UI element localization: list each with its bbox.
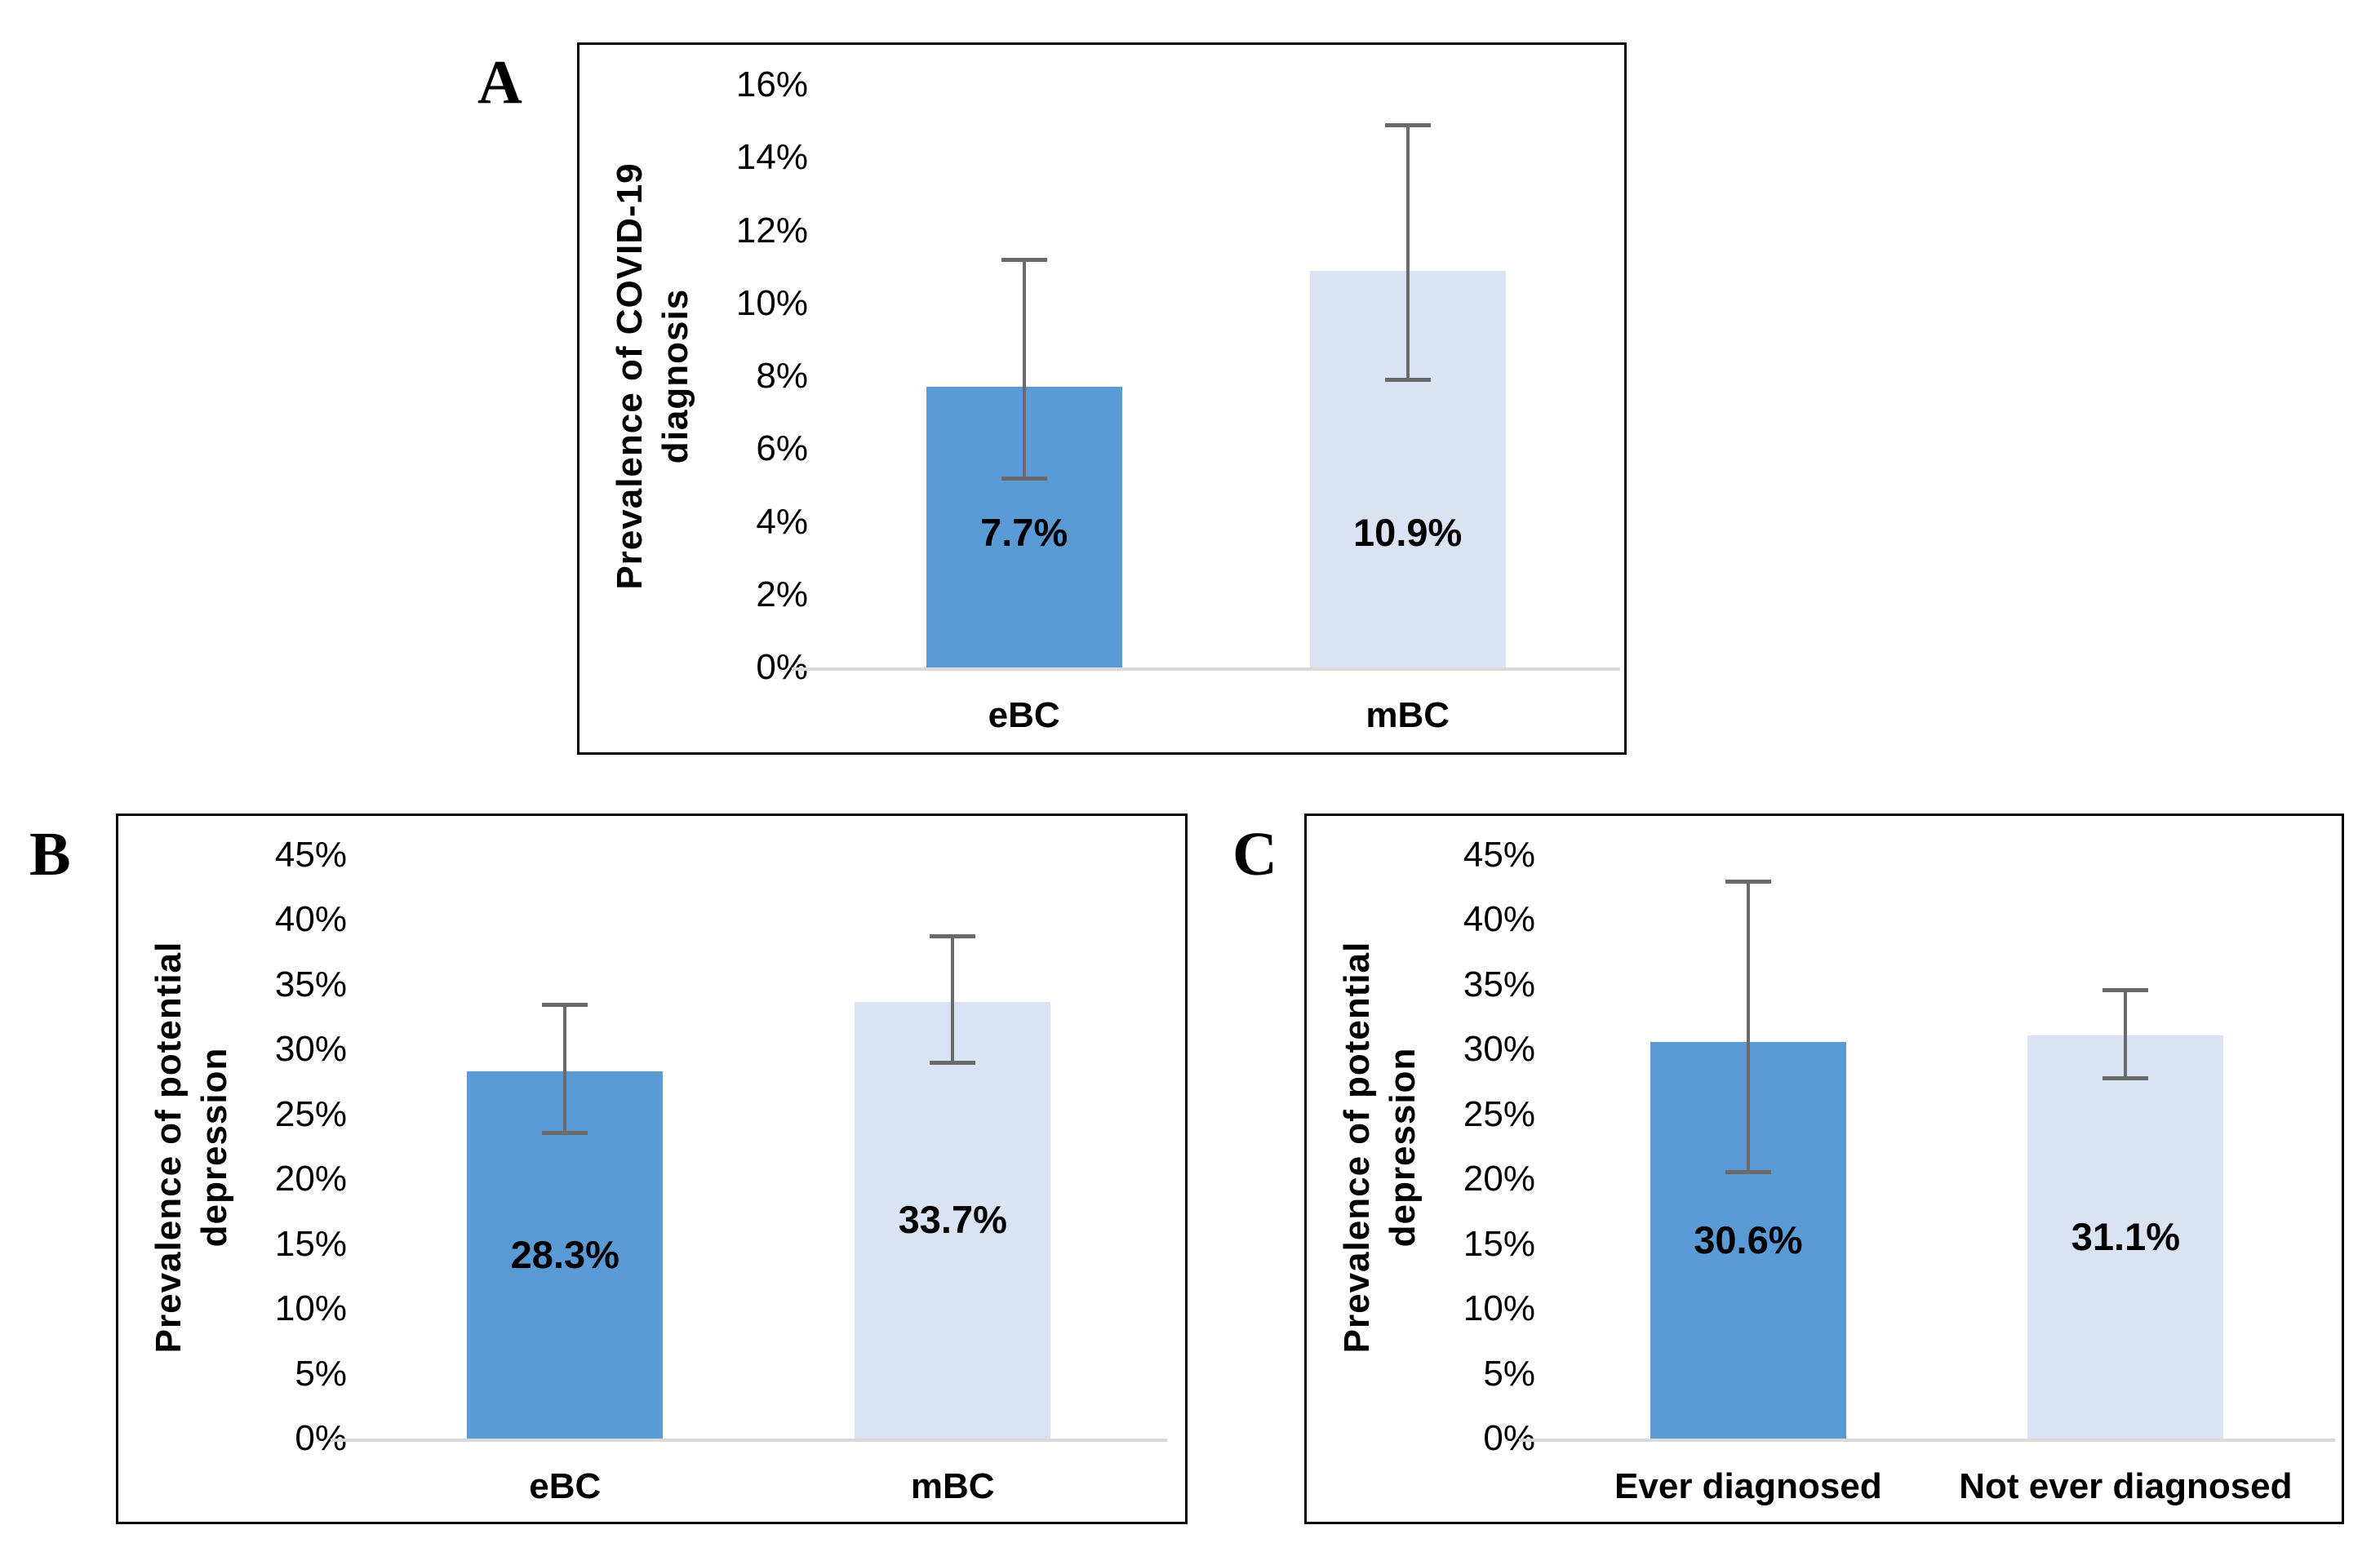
panel-c-chart: Prevalence of potential depression 0% 5% 1…: [1304, 814, 2344, 1524]
y-tick-label: 30%: [274, 1029, 347, 1070]
y-tick-label: 10%: [1463, 1288, 1535, 1329]
error-bar-line: [2124, 990, 2128, 1079]
error-bar-cap-top: [1001, 258, 1047, 263]
y-tick-label: 45%: [274, 835, 347, 875]
error-bar-cap-bottom: [1725, 1169, 1771, 1174]
error-bar-cap-bottom: [1001, 476, 1047, 481]
category-label: eBC: [529, 1466, 602, 1506]
y-tick-label: 12%: [735, 210, 808, 250]
y-tick-label: 25%: [274, 1093, 347, 1134]
plot-area: 0% 5% 10% 15% 20% 25% 30% 35% 40% 45% 28.3% eBC 33.7…: [118, 816, 1185, 1522]
error-bar-cap-top: [2102, 988, 2149, 993]
panel-label-b: B: [29, 820, 71, 889]
error-bar-line: [951, 935, 955, 1063]
y-tick-label: 40%: [1463, 899, 1535, 940]
y-tick-label: 20%: [1463, 1159, 1535, 1199]
y-tick-label: 6%: [756, 428, 808, 469]
panel-a-chart: Prevalence of COVID-19 diagnosis 0% 2% 4% 6…: [577, 42, 1627, 755]
bar-data-label: 10.9%: [1353, 510, 1463, 554]
plot-area: 0% 2% 4% 6% 8% 10% 12% 14% 16% 7.7% eBC 10.9% mBC: [579, 45, 1624, 752]
error-bar-cap-top: [542, 1002, 588, 1007]
y-tick-label: 8%: [756, 356, 808, 396]
y-tick-label: 2%: [756, 574, 808, 614]
y-tick-label: 15%: [1463, 1223, 1535, 1264]
error-bar-cap-top: [1725, 879, 1771, 884]
error-bar-line: [563, 1004, 567, 1133]
y-tick-label: 35%: [1463, 964, 1535, 1004]
error-bar-line: [1746, 880, 1750, 1172]
error-bar-cap-top: [930, 933, 976, 938]
y-tick-label: 0%: [756, 647, 808, 687]
y-tick-label: 30%: [1463, 1029, 1535, 1070]
y-tick-label: 4%: [756, 501, 808, 542]
x-axis-line: [1519, 1439, 2335, 1442]
error-bar-cap-top: [1384, 123, 1431, 128]
bar-data-label: 33.7%: [898, 1198, 1007, 1242]
category-label: eBC: [988, 695, 1060, 735]
bar: [855, 1001, 1051, 1439]
bar: [2027, 1035, 2224, 1439]
error-bar-cap-bottom: [930, 1061, 976, 1066]
y-tick-label: 25%: [1463, 1093, 1535, 1134]
y-tick-label: 45%: [1463, 835, 1535, 875]
y-tick-label: 0%: [1483, 1418, 1535, 1458]
y-tick-label: 14%: [735, 137, 808, 178]
category-label: mBC: [1365, 695, 1450, 735]
y-tick-label: 20%: [274, 1159, 347, 1199]
plot-area: 0% 5% 10% 15% 20% 25% 30% 35% 40% 45% 30.6% Ever di…: [1307, 816, 2342, 1522]
y-tick-label: 0%: [295, 1418, 347, 1458]
y-tick-label: 40%: [274, 899, 347, 940]
error-bar-line: [1405, 125, 1410, 380]
category-label: Ever diagnosed: [1614, 1466, 1882, 1506]
panel-label-a: A: [477, 48, 522, 117]
error-bar-cap-bottom: [1384, 378, 1431, 383]
error-bar-line: [1022, 259, 1026, 478]
panel-b-chart: Prevalence of potential depression 0% 5% 1…: [116, 814, 1188, 1524]
x-axis-line: [331, 1439, 1167, 1442]
bar-data-label: 30.6%: [1694, 1217, 1803, 1261]
x-axis-line: [792, 667, 1620, 671]
bar-data-label: 31.1%: [2071, 1214, 2181, 1258]
category-label: Not ever diagnosed: [1959, 1466, 2293, 1506]
panel-label-c: C: [1232, 820, 1277, 889]
y-tick-label: 5%: [295, 1353, 347, 1394]
y-tick-label: 15%: [274, 1223, 347, 1264]
error-bar-cap-bottom: [2102, 1076, 2149, 1081]
bar-data-label: 7.7%: [980, 510, 1068, 554]
y-tick-label: 10%: [735, 282, 808, 323]
category-label: mBC: [910, 1466, 995, 1506]
y-tick-label: 10%: [274, 1288, 347, 1329]
y-tick-label: 16%: [735, 64, 808, 104]
error-bar-cap-bottom: [542, 1131, 588, 1136]
y-tick-label: 35%: [274, 964, 347, 1004]
bar-data-label: 28.3%: [510, 1233, 619, 1277]
y-tick-label: 5%: [1483, 1353, 1535, 1394]
